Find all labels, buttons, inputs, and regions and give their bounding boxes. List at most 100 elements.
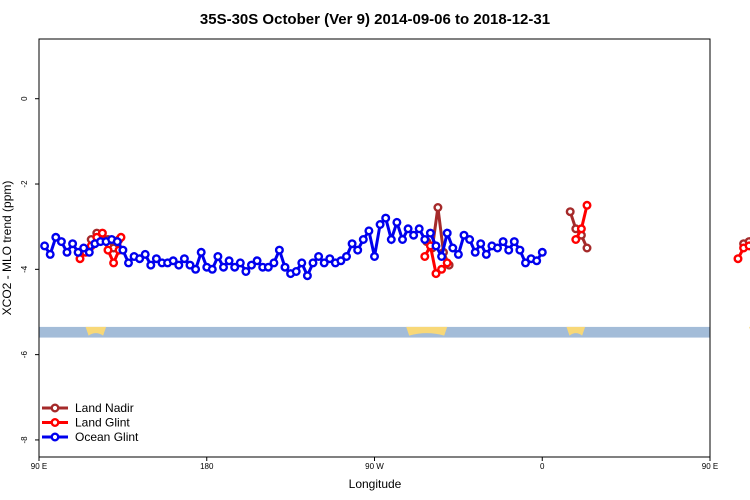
data-point xyxy=(420,251,430,261)
data-point xyxy=(493,243,503,253)
data-point xyxy=(179,254,189,264)
chart-title: 35S-30S October (Ver 9) 2014-09-06 to 20… xyxy=(200,11,550,28)
data-point xyxy=(185,260,195,270)
legend-label: Land Glint xyxy=(75,416,130,430)
data-point xyxy=(325,254,335,264)
data-point xyxy=(297,258,307,268)
data-point xyxy=(420,234,430,244)
data-point xyxy=(191,264,201,274)
data-point xyxy=(68,239,78,249)
data-point xyxy=(448,243,458,253)
x-tick-label: 90 W xyxy=(365,462,384,471)
data-point xyxy=(224,256,234,266)
data-point xyxy=(308,258,318,268)
data-point xyxy=(509,237,519,247)
y-axis-label: XCO2 - MLO trend (ppm) xyxy=(0,181,14,316)
data-point xyxy=(123,258,133,268)
data-point xyxy=(358,234,368,244)
legend-swatch-marker xyxy=(50,432,60,442)
y-tick-label: 0 xyxy=(20,96,29,101)
data-point xyxy=(109,258,119,268)
data-point xyxy=(336,256,346,266)
data-point xyxy=(571,234,581,244)
data-point xyxy=(532,256,542,266)
data-point xyxy=(375,219,385,229)
data-point xyxy=(498,237,508,247)
x-axis-label: Longitude xyxy=(349,477,402,491)
data-point xyxy=(437,264,447,274)
data-point xyxy=(515,245,525,255)
data-point xyxy=(168,256,178,266)
x-tick-label: 180 xyxy=(200,462,214,471)
legend-entry: Land Nadir xyxy=(42,401,134,415)
x-axis: 90 E 180 90 W 0 90 E xyxy=(31,457,718,471)
legend-entry: Land Glint xyxy=(42,416,130,430)
data-point xyxy=(481,249,491,259)
data-point xyxy=(118,245,128,255)
y-tick-label: -2 xyxy=(20,180,29,188)
data-point xyxy=(140,249,150,259)
data-point xyxy=(269,258,279,268)
data-point xyxy=(582,200,592,210)
land-ocean-strip xyxy=(39,326,750,338)
data-point xyxy=(576,224,586,234)
data-point xyxy=(565,207,575,217)
data-point xyxy=(433,202,443,212)
y-tick-label: -8 xyxy=(20,436,29,444)
data-point xyxy=(392,217,402,227)
data-point xyxy=(103,245,113,255)
series-line xyxy=(43,214,544,280)
data-point xyxy=(442,228,452,238)
data-point xyxy=(442,258,452,268)
y-axis: 0 -2 -4 -6 -8 xyxy=(20,96,39,444)
data-point xyxy=(246,260,256,270)
data-point xyxy=(744,241,750,251)
legend-swatch-marker xyxy=(50,418,60,428)
data-point xyxy=(470,247,480,257)
data-point xyxy=(151,254,161,264)
data-point xyxy=(135,254,145,264)
data-point xyxy=(465,234,475,244)
land-segment xyxy=(85,326,107,336)
data-point xyxy=(302,271,312,281)
data-point xyxy=(521,258,531,268)
data-point xyxy=(342,251,352,261)
x-tick-label: 0 xyxy=(540,462,545,471)
data-point xyxy=(196,247,206,257)
data-point xyxy=(364,226,374,236)
data-point xyxy=(431,269,441,279)
data-point xyxy=(537,247,547,257)
data-point xyxy=(40,241,50,251)
y-tick-label: -6 xyxy=(20,351,29,359)
data-point xyxy=(252,256,262,266)
data-point xyxy=(79,243,89,253)
legend-swatch-marker xyxy=(50,403,60,413)
x-tick-label: 90 E xyxy=(31,462,47,471)
legend-entry: Ocean Glint xyxy=(42,430,139,444)
data-point xyxy=(213,251,223,261)
data-point xyxy=(263,262,273,272)
data-point xyxy=(398,234,408,244)
data-point xyxy=(73,247,83,257)
data-point xyxy=(582,243,592,253)
data-point xyxy=(733,254,743,264)
data-point xyxy=(56,237,66,247)
data-point xyxy=(403,224,413,234)
data-point xyxy=(280,262,290,272)
data-point xyxy=(241,267,251,277)
land-segment xyxy=(406,326,448,336)
data-point xyxy=(370,251,380,261)
data-point xyxy=(235,258,245,268)
data-point xyxy=(414,224,424,234)
data-point xyxy=(459,230,469,240)
data-point xyxy=(174,260,184,270)
data-point xyxy=(504,245,514,255)
data-point xyxy=(51,232,61,242)
data-point xyxy=(381,213,391,223)
x-tick-label: 90 E xyxy=(702,462,718,471)
data-point xyxy=(218,262,228,272)
ocean-strip xyxy=(39,326,710,338)
data-point xyxy=(347,239,357,249)
